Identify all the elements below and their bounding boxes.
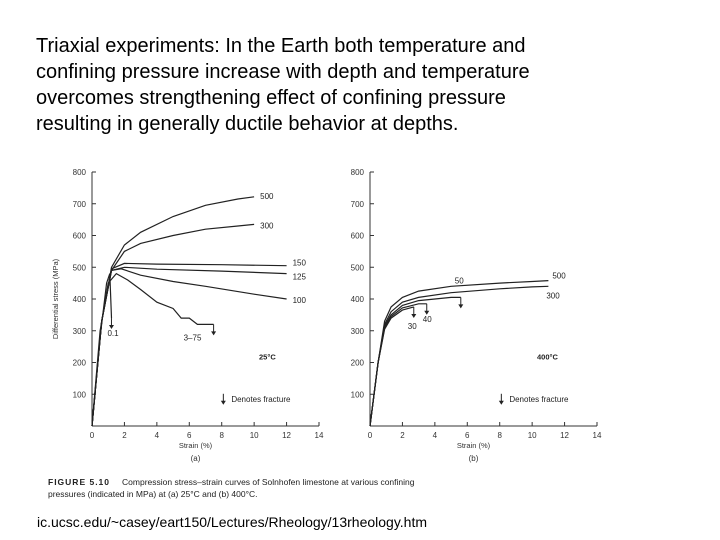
panel-a-y-tick-label: 100 — [73, 390, 87, 399]
panel-a-y-tick-label: 700 — [73, 200, 87, 209]
panel-b-panel-label: (b) — [469, 454, 479, 463]
panel-b-series-label: 300 — [546, 291, 560, 300]
panel-b-fracture-arrow-icon — [424, 310, 430, 315]
slide-body-text: Triaxial experiments: In the Earth both … — [36, 33, 696, 137]
caption-line-1: Compression stress–strain curves of Soln… — [122, 477, 415, 487]
panel-b-x-tick-label: 14 — [593, 431, 602, 440]
panel-a-legend-arrow-icon — [220, 400, 226, 405]
panel-a-fracture-legend: Denotes fracture — [231, 395, 291, 404]
panel-a-y-tick-label: 800 — [73, 168, 87, 177]
panel-b-temperature-label: 400°C — [537, 352, 559, 361]
panel-b-x-tick-label: 0 — [368, 431, 373, 440]
panel-b-y-tick-label: 100 — [351, 390, 365, 399]
panel-a-panel-label: (a) — [191, 454, 201, 463]
panel-b-series-label: 500 — [552, 272, 566, 281]
panel-b-series-line — [369, 306, 414, 427]
panel-b-y-tick-label: 500 — [351, 263, 365, 272]
panel-a-series-line — [91, 196, 255, 427]
panel-b-legend-arrow-icon — [498, 400, 504, 405]
panel-a-temperature-label: 25°C — [259, 352, 276, 361]
panel-b-x-tick-label: 8 — [497, 431, 502, 440]
panel-b-x-tick-label: 6 — [465, 431, 470, 440]
body-line: Triaxial experiments: In the Earth both … — [36, 35, 526, 57]
panel-b-fracture-arrow-icon — [411, 313, 417, 318]
panel-a-fracture-arrow-icon — [211, 331, 217, 336]
panel-b-series-label: 30 — [408, 322, 417, 331]
panel-b-x-axis-label: Strain (%) — [457, 441, 491, 450]
panel-a-x-tick-label: 10 — [250, 431, 259, 440]
panel-b-x-tick-label: 4 — [433, 431, 438, 440]
panel-a-series-line — [91, 223, 255, 427]
panel-b-fracture-arrow-icon — [458, 304, 464, 309]
panel-a-y-axis-label: Differential stress (MPa) — [51, 258, 60, 339]
panel-a-y-tick-label: 300 — [73, 327, 87, 336]
body-line: resulting in generally ductile behavior … — [36, 113, 459, 135]
panel-a-x-axis-label: Strain (%) — [179, 441, 213, 450]
panel-b-y-tick-label: 200 — [351, 359, 365, 368]
panel-b-y-tick-label: 400 — [351, 295, 365, 304]
panel-b-series-line — [369, 285, 549, 427]
body-line: confining pressure increase with depth a… — [36, 61, 530, 83]
panel-a-series-line — [91, 272, 214, 427]
panel-a-y-tick-label: 500 — [73, 263, 87, 272]
panel-a-series-label: 100 — [293, 296, 307, 305]
panel-b-series-label: 40 — [423, 315, 432, 324]
panel-b-series-label: 50 — [455, 276, 464, 285]
panel-a-x-tick-label: 2 — [122, 431, 127, 440]
panel-b-series-line — [369, 303, 427, 427]
panel-b-y-tick-label: 800 — [351, 168, 365, 177]
figure-label: FIGURE 5.10 — [48, 477, 111, 487]
panel-a-series-line — [91, 273, 113, 427]
source-url: ic.ucsc.edu/~casey/eart150/Lectures/Rheo… — [37, 514, 428, 530]
panel-a-series-label: 300 — [260, 221, 274, 230]
panel-a-fracture-arrow-icon — [108, 325, 114, 330]
panel-b-y-tick-label: 700 — [351, 200, 365, 209]
figure-caption: FIGURE 5.10 Compression stress–strain cur… — [48, 476, 414, 500]
panel-a-series-label: 0.1 — [107, 329, 119, 338]
panel-a-x-tick-label: 12 — [282, 431, 291, 440]
panel-a-series-label: 150 — [293, 259, 307, 268]
panel-a-y-tick-label: 400 — [73, 295, 87, 304]
panel-b-series-line — [369, 296, 461, 427]
panel-a-x-tick-label: 14 — [315, 431, 324, 440]
panel-a-series-label: 125 — [293, 273, 307, 282]
panel-a-series-label: 500 — [260, 192, 274, 201]
panel-a-x-tick-label: 8 — [219, 431, 224, 440]
caption-line-2: pressures (indicated in MPa) at (a) 25°C… — [48, 489, 258, 499]
panel-b-fracture-legend: Denotes fracture — [509, 395, 569, 404]
panel-a-x-tick-label: 0 — [90, 431, 95, 440]
panel-a-y-tick-label: 600 — [73, 232, 87, 241]
panel-a-x-tick-label: 6 — [187, 431, 192, 440]
panel-b-y-tick-label: 300 — [351, 327, 365, 336]
panel-b-y-tick-label: 600 — [351, 232, 365, 241]
body-line: overcomes strengthening effect of confin… — [36, 87, 506, 109]
panel-b-x-tick-label: 10 — [528, 431, 537, 440]
panel-b-x-tick-label: 12 — [560, 431, 569, 440]
panel-b-series-line — [369, 280, 549, 427]
panel-a-y-tick-label: 200 — [73, 359, 87, 368]
panel-b-x-tick-label: 2 — [400, 431, 405, 440]
panel-a-series-label: 3–75 — [184, 333, 202, 342]
panel-a-x-tick-label: 4 — [155, 431, 160, 440]
